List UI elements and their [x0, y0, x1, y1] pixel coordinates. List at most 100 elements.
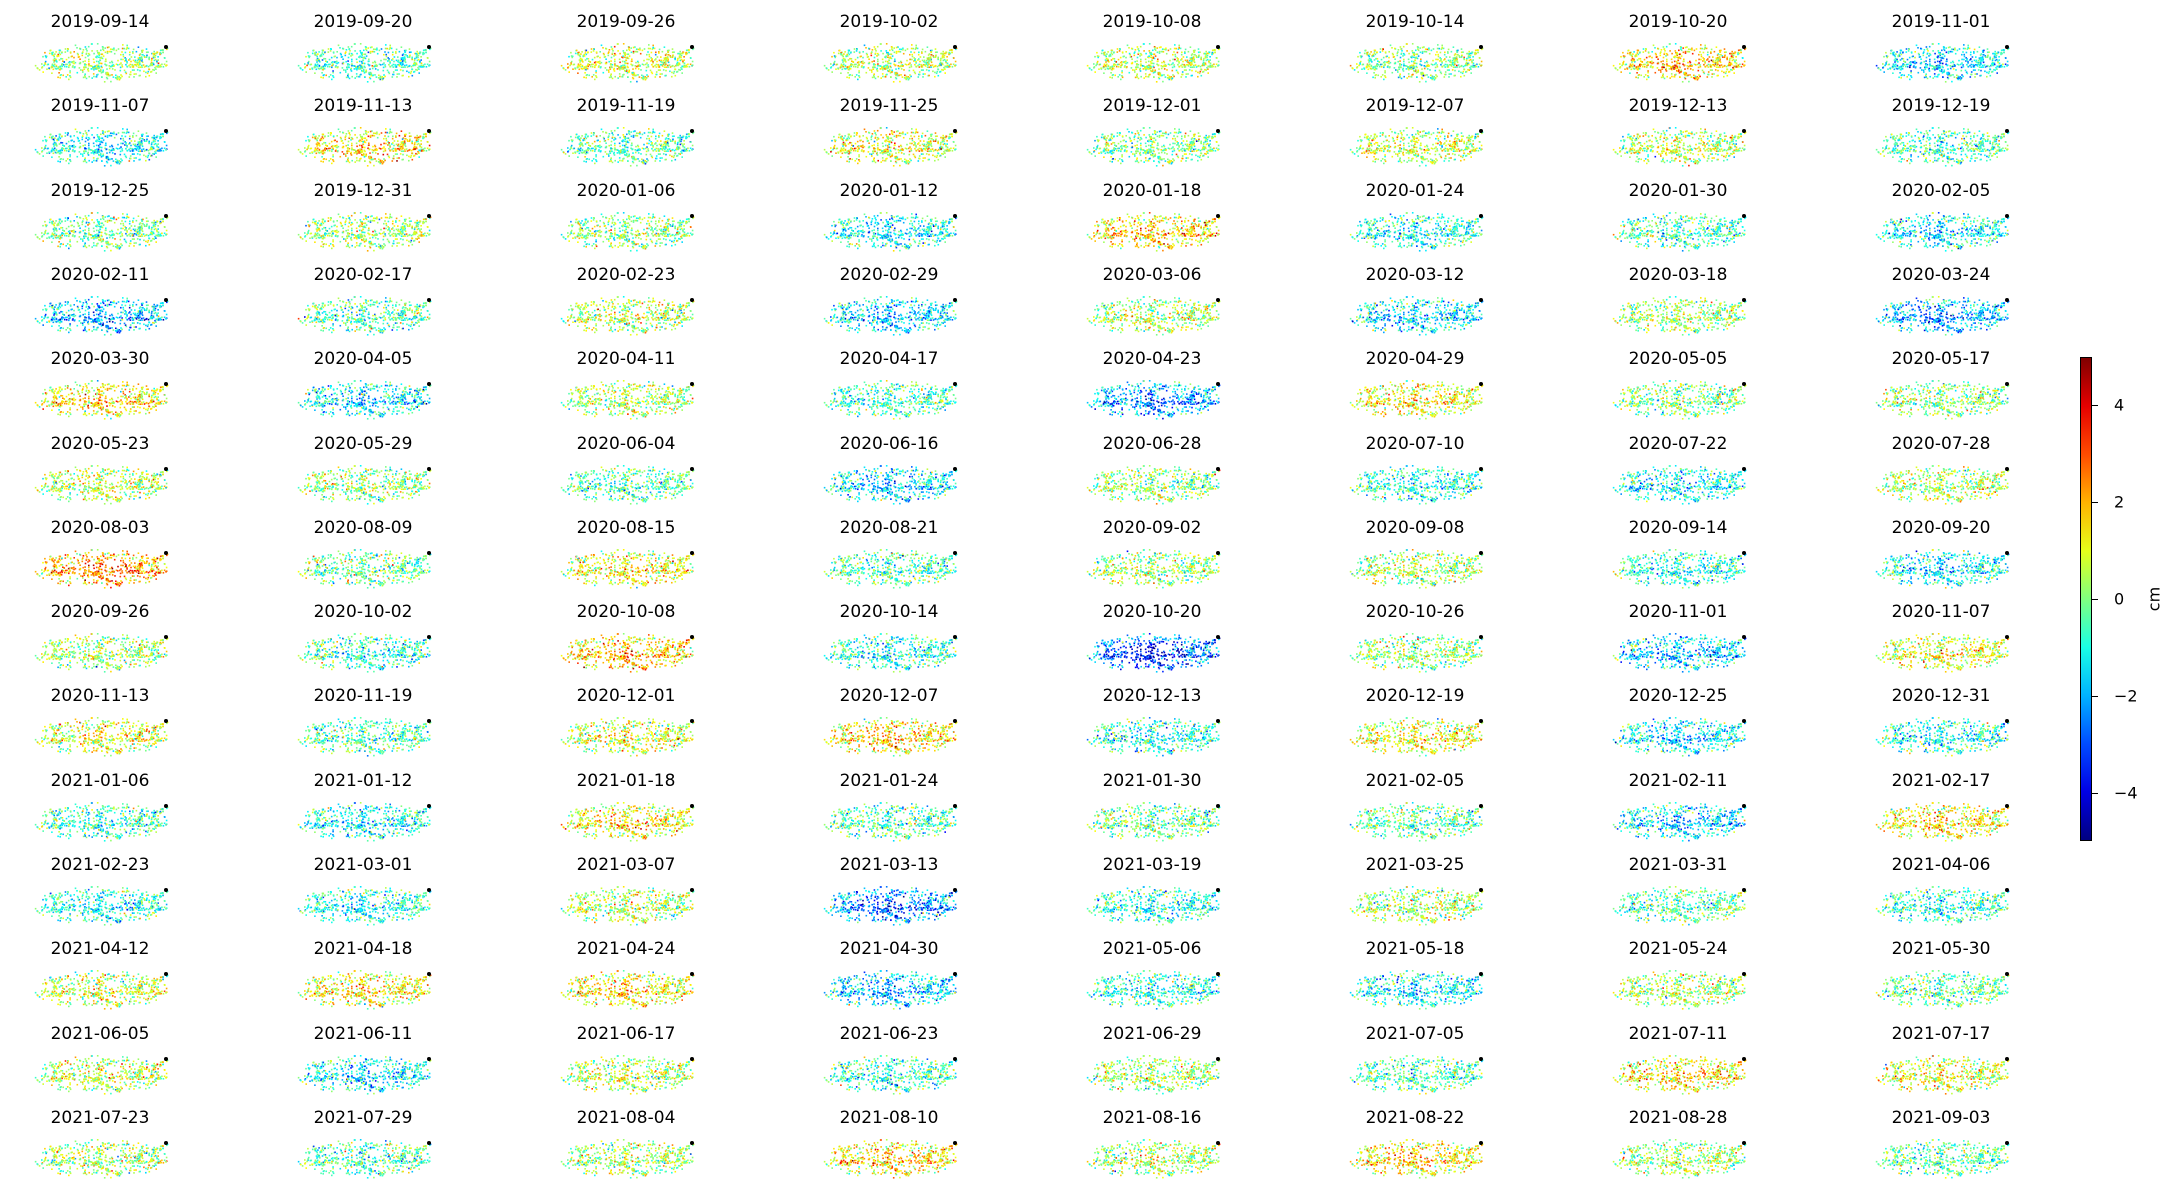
scatter-point — [382, 64, 384, 66]
scatter-point — [304, 63, 306, 65]
scatter-point — [1673, 68, 1675, 70]
scatter-point — [376, 49, 378, 51]
scatter-point — [877, 61, 879, 63]
scatter-point — [1709, 56, 1711, 58]
scatter-point — [131, 56, 133, 58]
scatter-point — [94, 66, 96, 68]
scatter-point — [85, 141, 87, 143]
scatter-point — [100, 70, 102, 72]
scatter-point — [323, 58, 325, 60]
scatter-point — [894, 60, 896, 62]
scatter-point — [661, 62, 663, 64]
scatter-point — [1972, 56, 1974, 58]
scatter-point — [1415, 50, 1417, 52]
scatter-point — [1181, 54, 1183, 56]
scatter-point — [1476, 64, 1478, 66]
scatter-point — [1984, 71, 1986, 73]
scatter-point — [1719, 66, 1721, 68]
scatter-point — [1640, 75, 1642, 77]
scatter-point — [649, 56, 651, 58]
scatter-point — [396, 49, 398, 51]
scatter-point — [1153, 63, 1155, 65]
scatter-point — [1354, 69, 1356, 71]
scatter-point — [1371, 65, 1373, 67]
scatter-point — [158, 147, 160, 149]
scatter-point — [1140, 59, 1142, 61]
scatter-point — [1954, 65, 1956, 67]
scatter-point — [663, 60, 665, 62]
scatter-point — [619, 76, 621, 78]
scatter-point — [842, 69, 844, 71]
scatter-point — [1113, 66, 1115, 68]
scatter-point — [656, 66, 658, 68]
scatter-point — [921, 66, 923, 68]
scatter-point — [369, 64, 371, 66]
scatter-point — [947, 63, 949, 65]
scatter-point — [1980, 64, 1982, 66]
scatter-point — [1212, 52, 1214, 54]
scatter-point — [926, 60, 928, 62]
scatter-point — [1705, 66, 1707, 68]
scatter-point — [568, 71, 570, 73]
scatter-point — [1138, 53, 1140, 55]
scatter-point — [1657, 58, 1659, 60]
scatter-point — [1153, 66, 1155, 68]
scatter-point — [944, 59, 946, 61]
scatter-point — [111, 65, 113, 67]
scatter-point — [1923, 61, 1925, 63]
scatter-point — [1181, 52, 1183, 54]
scatter-point — [1945, 81, 1947, 83]
scatter-point — [152, 53, 154, 55]
scatter-point — [1117, 51, 1119, 53]
scatter-point — [1730, 69, 1732, 71]
scatter-point — [1121, 75, 1123, 77]
scatter-point — [132, 52, 134, 54]
reference-point-marker — [1216, 45, 1220, 49]
scatter-point — [868, 67, 870, 69]
scatter-point — [930, 51, 932, 53]
scatter-point — [352, 54, 354, 56]
scatter-point — [642, 50, 644, 52]
scatter-point — [1726, 68, 1728, 70]
scatter-point — [596, 51, 598, 53]
scatter-point — [1441, 45, 1443, 47]
scatter-point — [905, 50, 907, 52]
scatter-point — [67, 158, 69, 160]
scatter-point — [156, 145, 158, 147]
scatter-point — [1159, 47, 1161, 49]
scatter-point — [1920, 67, 1922, 69]
scatter-point — [1214, 52, 1216, 54]
scatter-point — [887, 62, 889, 64]
scatter-point — [1197, 76, 1199, 78]
scatter-point — [1431, 50, 1433, 52]
scatter-point — [877, 65, 879, 67]
scatter-point — [1960, 64, 1962, 66]
scatter-point — [404, 66, 406, 68]
scatter-point — [306, 65, 308, 67]
scatter-point — [51, 157, 53, 159]
scatter-point — [1925, 66, 1927, 68]
scatter-point — [1883, 56, 1885, 58]
scatter-point — [1400, 57, 1402, 59]
scatter-point — [685, 54, 687, 56]
scatter-point — [899, 81, 901, 83]
scatter-point — [73, 135, 75, 137]
scatter-point — [341, 56, 343, 58]
scatter-point — [638, 68, 640, 70]
scatter-point — [1679, 63, 1681, 65]
scatter-point — [1106, 64, 1108, 66]
scatter-point — [1123, 56, 1125, 58]
scatter-point — [322, 77, 324, 79]
scatter-point — [1147, 68, 1149, 70]
scatter-point — [73, 147, 75, 149]
scatter-point — [1943, 47, 1945, 49]
scatter-point — [139, 54, 141, 56]
scatter-point — [1451, 51, 1453, 53]
scatter-point — [668, 62, 670, 64]
scatter-point — [1127, 62, 1129, 64]
scatter-point — [392, 52, 394, 54]
scatter-point — [1112, 50, 1114, 52]
scatter-point — [371, 73, 373, 75]
scatter-point — [1656, 56, 1658, 58]
scatter-point — [323, 54, 325, 56]
